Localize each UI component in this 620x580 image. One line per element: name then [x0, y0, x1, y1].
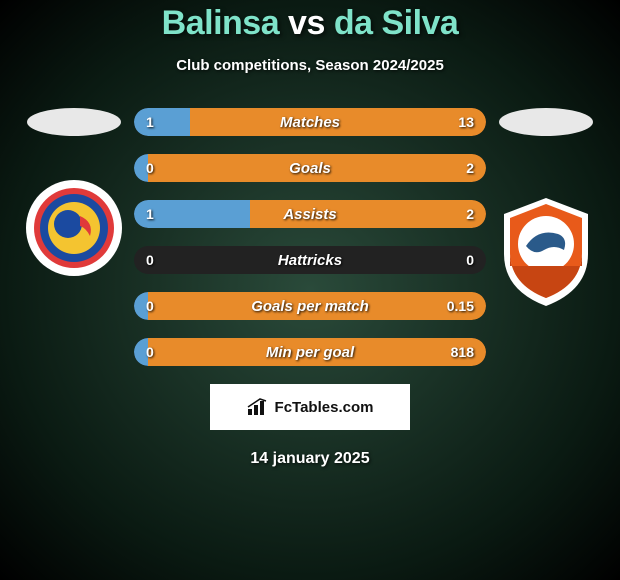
- player-ellipse-right: [499, 108, 593, 136]
- title-right: da Silva: [334, 4, 459, 42]
- brand-text: FcTables.com: [275, 399, 374, 416]
- stat-bar: 12Assists: [134, 200, 486, 228]
- logo-face: [54, 210, 82, 238]
- subtitle: Club competitions, Season 2024/2025: [176, 57, 444, 74]
- stats-bars: 113Matches 02Goals 12Assists 00Hattricks 00.…: [134, 108, 486, 366]
- stat-bar: 00.15Goals per match: [134, 292, 486, 320]
- left-team-logo: [24, 178, 124, 278]
- title-left: Balinsa: [162, 4, 279, 42]
- stat-label: Hattricks: [134, 246, 486, 274]
- stat-label: Assists: [134, 200, 486, 228]
- right-team-logo: [496, 194, 596, 310]
- stat-label: Goals: [134, 154, 486, 182]
- right-side: [486, 108, 606, 310]
- player-ellipse-left: [27, 108, 121, 136]
- page-title: Balinsa vs da Silva: [162, 4, 459, 43]
- stat-bar: 00Hattricks: [134, 246, 486, 274]
- stat-bar: 02Goals: [134, 154, 486, 182]
- left-side: [14, 108, 134, 278]
- main-row: 113Matches 02Goals 12Assists 00Hattricks 00.…: [0, 108, 620, 366]
- stat-label: Min per goal: [134, 338, 486, 366]
- chart-icon: [247, 398, 269, 416]
- date-text: 14 january 2025: [250, 450, 369, 468]
- container: Balinsa vs da Silva Club competitions, S…: [0, 0, 620, 580]
- stat-bar: 0818Min per goal: [134, 338, 486, 366]
- stat-label: Matches: [134, 108, 486, 136]
- stat-bar: 113Matches: [134, 108, 486, 136]
- brand-link[interactable]: FcTables.com: [210, 384, 410, 430]
- stat-label: Goals per match: [134, 292, 486, 320]
- title-sep: vs: [279, 4, 334, 42]
